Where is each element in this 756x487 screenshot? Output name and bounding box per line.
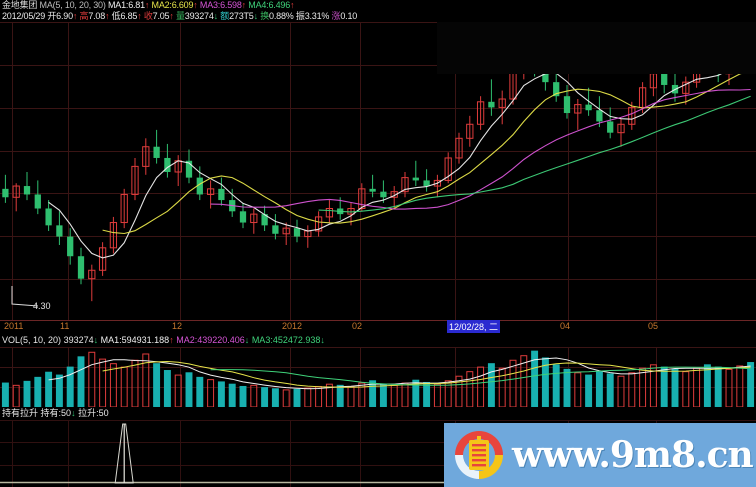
hold-value: 50 bbox=[61, 408, 72, 418]
x-axis-label-6[interactable]: 04 bbox=[560, 321, 571, 331]
vol-ma3-value: 452472.938 bbox=[272, 335, 321, 345]
high-label: 高 bbox=[79, 11, 89, 21]
ma2-value: 6.609 bbox=[171, 0, 194, 10]
x-axis-line bbox=[0, 320, 756, 321]
ma-info-line: 金地集团 MA(5, 10, 20, 30) MA1:6.81 MA2:6.60… bbox=[0, 0, 756, 11]
turnover-label: 换 bbox=[260, 11, 270, 21]
ma3-arrow-up-icon bbox=[242, 0, 246, 10]
vol-ma2-value: 439220.406 bbox=[197, 335, 245, 345]
x-axis-label-2[interactable]: 12 bbox=[172, 321, 183, 331]
watermark-overlay: www.9m8.cn bbox=[444, 423, 756, 487]
price-annotation-pointer bbox=[11, 286, 39, 307]
ma3-value: 6.598 bbox=[220, 0, 242, 10]
volume-info-line: VOL(5, 10, 20) 393274 MA1:594931.188 MA2… bbox=[0, 334, 756, 345]
amount-label: 额 bbox=[220, 11, 230, 21]
hold-label: 持有: bbox=[40, 408, 62, 418]
ma4-label: MA4: bbox=[248, 0, 269, 10]
extra-label: 涨 bbox=[331, 11, 341, 21]
x-axis-label-5[interactable]: 12/02/28, 二 bbox=[447, 320, 501, 333]
site-logo-icon bbox=[450, 426, 508, 484]
x-axis[interactable]: 2011 11 12 2012 02 12/02/28, 二 04 05 bbox=[0, 320, 756, 334]
price-chart-panel[interactable]: 4.30 bbox=[0, 22, 756, 322]
open-value: 6.90 bbox=[56, 11, 73, 21]
x-axis-label-4[interactable]: 02 bbox=[352, 321, 363, 331]
ohlc-info-line: 2012/05/29 开6.90 高7.08 低6.85 收7.05 量3932… bbox=[0, 11, 756, 22]
volume-value: 393274 bbox=[184, 11, 214, 21]
x-axis-label-0[interactable]: 2011 bbox=[4, 321, 24, 331]
pull-value: 50 bbox=[98, 408, 109, 418]
ma3-label: MA3: bbox=[199, 0, 221, 10]
turnover-value: 0.88% bbox=[269, 11, 294, 21]
close-label: 收 bbox=[143, 11, 153, 21]
high-arrow-up-icon bbox=[105, 11, 109, 21]
volume-bars-svg bbox=[0, 347, 756, 407]
watermark-text: www.9m8.cn bbox=[512, 434, 754, 476]
vol-arrow-down-icon bbox=[94, 335, 99, 345]
low-value: 6.85 bbox=[120, 11, 138, 21]
low-arrow-up-icon bbox=[137, 11, 141, 21]
vol-ma3-arrow-down-icon bbox=[320, 335, 325, 345]
vol-ma2-label: MA2: bbox=[176, 335, 198, 345]
stock-name-label[interactable]: 金地集团 bbox=[2, 0, 38, 10]
x-axis-label-7[interactable]: 05 bbox=[648, 321, 659, 331]
vol-ma1-label: MA1: bbox=[100, 335, 122, 345]
price-annotation-label: 4.30 bbox=[33, 301, 51, 311]
quote-date: 2012/05/29 bbox=[2, 11, 46, 21]
low-label: 低 bbox=[111, 11, 121, 21]
x-axis-label-3[interactable]: 2012 bbox=[282, 321, 303, 331]
vol-ma1-arrow-up-icon bbox=[169, 335, 174, 345]
vol-value: 393274 bbox=[63, 335, 94, 345]
vol-ma3-label: MA3: bbox=[251, 335, 273, 345]
indicator-info-line: 持有拉升 持有:50 拉升:50 bbox=[0, 407, 756, 418]
volume-label: 量 bbox=[175, 11, 185, 21]
x-axis-label-1[interactable]: 11 bbox=[60, 321, 70, 331]
amount-arrow-down-icon bbox=[254, 11, 258, 21]
ma1-arrow-up-icon bbox=[145, 0, 149, 10]
high-value: 7.08 bbox=[88, 11, 106, 21]
volume-chart-panel[interactable] bbox=[0, 347, 756, 407]
ma1-value: 6.81 bbox=[128, 0, 145, 10]
vol-ma1-value: 594931.188 bbox=[121, 335, 170, 345]
change-value: 3.31% bbox=[304, 11, 330, 21]
open-arrow-up-icon bbox=[73, 11, 77, 21]
quote-info-bar: 金地集团 MA(5, 10, 20, 30) MA1:6.81 MA2:6.60… bbox=[0, 0, 756, 22]
no-data-mask bbox=[437, 22, 756, 74]
hold-arrow-down-icon bbox=[71, 408, 76, 418]
change-label: 振 bbox=[295, 11, 305, 21]
indicator-title[interactable]: 持有拉升 bbox=[2, 408, 39, 418]
ma4-arrow-up-icon bbox=[290, 0, 294, 10]
ma1-label: MA1: bbox=[107, 0, 129, 10]
custom-indicator-info-bar: 持有拉升 持有:50 拉升:50 bbox=[0, 407, 756, 420]
volume-arrow-down-icon bbox=[214, 11, 218, 21]
amount-value: 273T5 bbox=[229, 11, 254, 21]
ma2-label: MA2: bbox=[151, 0, 172, 10]
close-arrow-up-icon bbox=[169, 11, 173, 21]
ma-indicator-label[interactable]: MA(5, 10, 20, 30) bbox=[39, 0, 106, 10]
pull-label: 拉升: bbox=[78, 408, 99, 418]
vol-ma2-arrow-down-icon bbox=[245, 335, 250, 345]
vol-indicator-label[interactable]: VOL(5, 10, 20) bbox=[2, 335, 62, 345]
open-label: 开 bbox=[47, 11, 57, 21]
volume-info-bar: VOL(5, 10, 20) 393274 MA1:594931.188 MA2… bbox=[0, 334, 756, 347]
close-value: 7.05 bbox=[152, 11, 170, 21]
extra-value: 0.10 bbox=[340, 11, 358, 21]
ma2-arrow-up-icon bbox=[193, 0, 197, 10]
ma4-value: 6.496 bbox=[268, 0, 291, 10]
